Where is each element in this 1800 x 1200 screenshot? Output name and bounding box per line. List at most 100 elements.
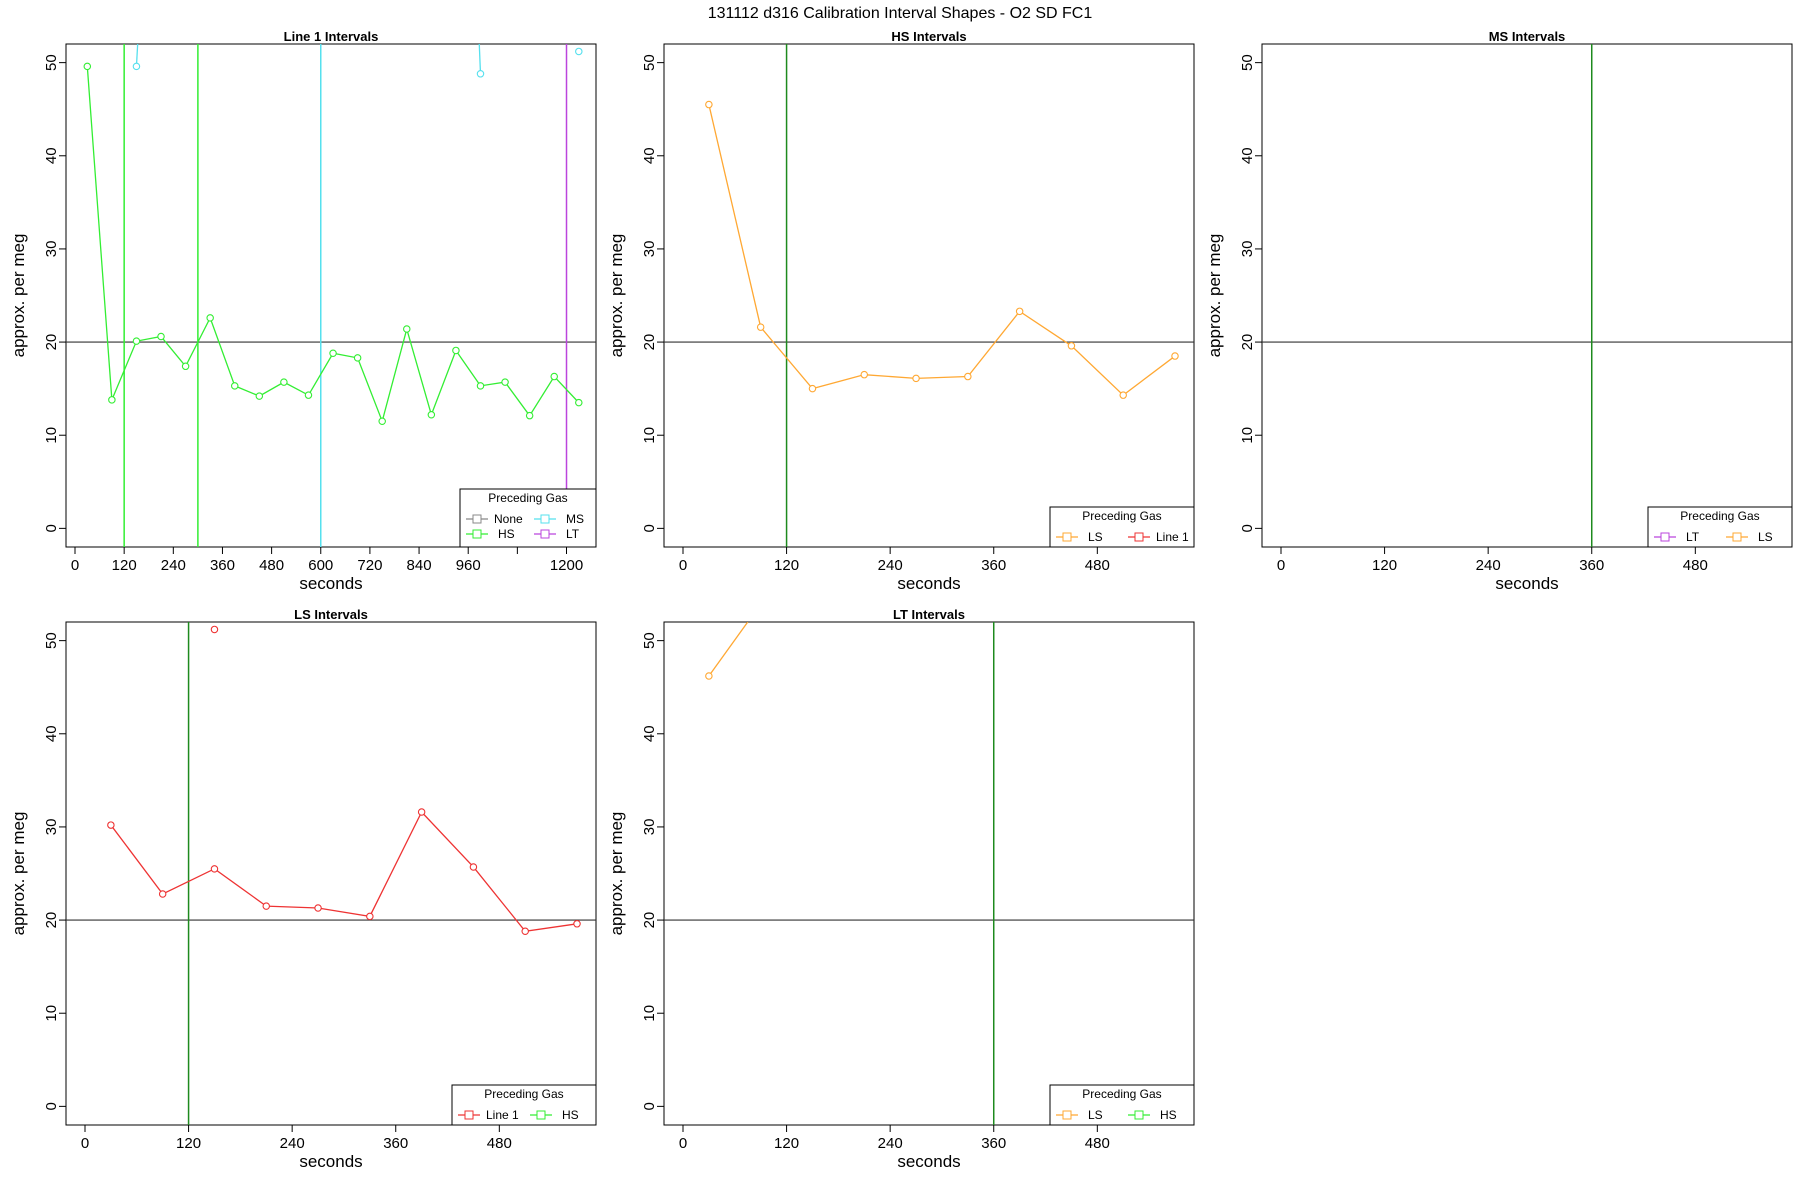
legend-title: Preceding Gas [1082,509,1161,523]
data-point [525,411,534,420]
x-tick-label: 480 [1085,557,1110,574]
legend: Preceding Gas LT LS [1647,506,1793,548]
y-tick-label: 50 [43,54,60,71]
data-point [501,378,509,386]
y-tick-label: 10 [641,427,658,444]
x-axis-label: seconds [299,1152,362,1171]
plot-frame [663,43,1195,548]
y-tick-label: 20 [43,912,60,929]
data-point [157,332,165,341]
legend-swatch-point [1134,532,1144,542]
plot-frame [65,43,597,548]
data-point [1171,352,1179,360]
x-tick-label: 120 [1372,557,1397,574]
y-tick-label: 50 [641,54,658,71]
x-axis-label: seconds [1495,574,1558,593]
y-tick-label: 10 [43,1005,60,1022]
data-point [476,70,485,78]
x-axis-label: seconds [897,1152,960,1171]
x-tick-label: 480 [259,557,284,574]
legend-box [1049,1084,1195,1126]
x-tick-label: 480 [1683,557,1708,574]
y-tick-label: 50 [43,632,60,649]
data-point [575,398,583,407]
y-tick-label: 10 [43,427,60,444]
legend-swatch-point [464,1110,474,1120]
y-tick-label: 40 [641,147,658,164]
data-point [1067,342,1076,350]
data-point [912,374,920,383]
data-point [314,904,322,912]
legend-title: Preceding Gas [484,1087,563,1101]
data-point [427,410,436,419]
y-tick-label: 0 [641,524,658,532]
legend-box [1049,506,1195,548]
data-point [403,325,411,333]
series-line [708,104,1176,397]
x-tick-label: 480 [487,1135,512,1152]
data-point [476,382,485,390]
y-tick-label: 40 [43,725,60,742]
panel-4: LS Intervals 0 120 240 360 480 seconds 0 10 20 30 4… [9,607,597,1171]
plot-frame [65,621,597,1126]
series-line [110,810,578,932]
data-point [108,396,116,404]
x-tick-label: 240 [878,1135,903,1152]
data-point [575,47,583,56]
x-tick-label: 240 [161,557,186,574]
panel-5: LT Intervals 0 120 240 360 480 seconds 0 10 20 30 4… [607,607,1195,1171]
panel-2: HS Intervals 0 120 240 360 480 seconds 0 10 20 30 4… [607,29,1195,593]
legend: Preceding Gas LS Line 1 [1049,506,1195,548]
data-point [808,384,817,393]
legend-box [459,488,597,548]
y-tick-label: 30 [641,241,658,258]
legend-swatch-point [1062,532,1072,542]
y-tick-label: 20 [641,334,658,351]
legend: Preceding Gas Line 1 HS [451,1084,597,1126]
y-tick-label: 30 [43,819,60,836]
legend-entry-label: LT [1686,530,1700,544]
x-axis-label: seconds [897,574,960,593]
y-axis-label: approx. per meg [9,234,28,358]
y-axis-label: approx. per meg [607,234,626,358]
x-tick-label: 120 [774,1135,799,1152]
data-point [1119,391,1127,399]
plot-area [664,622,1194,1125]
y-tick-label: 30 [43,241,60,258]
x-tick-label: 840 [407,557,432,574]
legend-swatch-point [540,529,550,539]
x-tick-label: 120 [774,557,799,574]
series-line [708,622,749,677]
y-axis-label: approx. per meg [1205,234,1224,358]
x-tick-label: 240 [878,557,903,574]
data-point [469,863,478,871]
x-axis-label: seconds [299,574,362,593]
data-point [329,349,337,358]
data-point [210,865,219,873]
data-point [705,100,713,109]
y-tick-label: 0 [641,1102,658,1110]
legend: Preceding Gas LS HS [1049,1084,1195,1126]
data-point [705,672,713,680]
legend-entry-label: HS [562,1108,579,1122]
panel-title: Line 1 Intervals [284,29,379,44]
data-point [181,362,190,371]
legend-entry-label: HS [498,527,515,541]
data-point [452,346,460,355]
data-point [756,323,765,331]
data-point [521,927,529,936]
legend-entry-label: LS [1088,1108,1103,1122]
y-axis-label: approx. per meg [9,812,28,936]
data-point [550,372,558,381]
data-point [206,314,214,322]
x-tick-label: 360 [383,1135,408,1152]
x-tick-label: 960 [456,557,481,574]
y-tick-label: 0 [1239,524,1256,532]
plot-area [66,622,596,1125]
x-tick-label: 120 [112,557,137,574]
data-point [262,902,271,910]
y-tick-label: 50 [641,632,658,649]
legend-swatch-point [1062,1110,1072,1120]
panel-title: MS Intervals [1489,29,1566,44]
data-point [353,354,362,362]
